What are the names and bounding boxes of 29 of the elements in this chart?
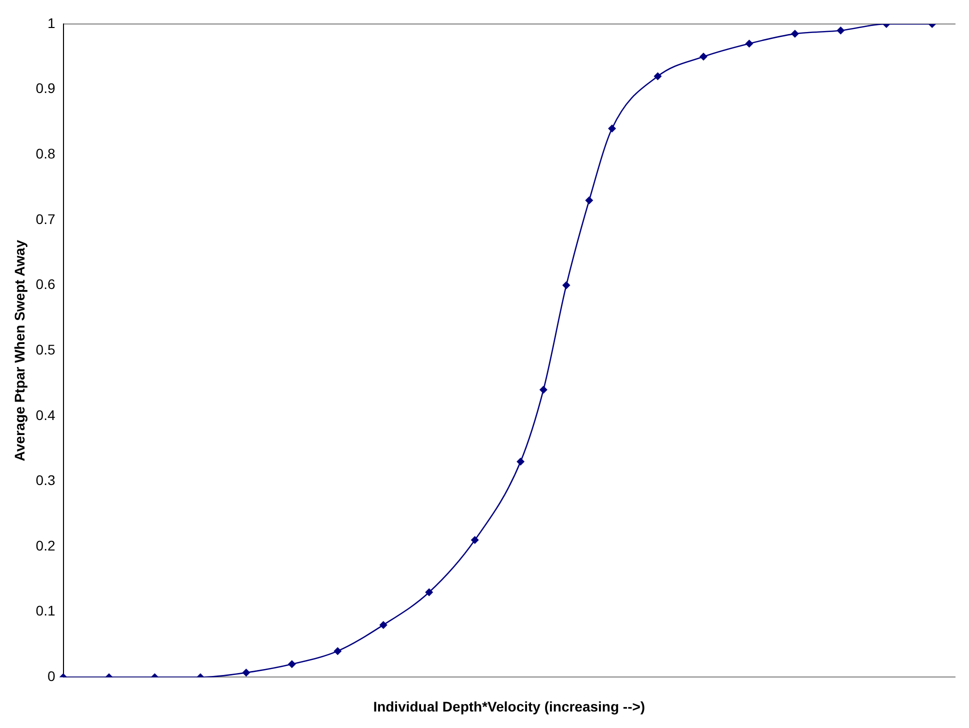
y-tick-label: 0.8 bbox=[36, 146, 56, 162]
y-tick-label: 0.3 bbox=[36, 472, 56, 488]
y-tick-label: 0.7 bbox=[36, 210, 56, 227]
x-axis-title: Individual Depth*Velocity (increasing -->) bbox=[373, 698, 646, 714]
point bbox=[470, 536, 479, 544]
y-tick-label: 1 bbox=[47, 14, 56, 31]
point bbox=[699, 52, 708, 61]
point bbox=[790, 30, 799, 38]
point bbox=[562, 281, 570, 290]
point bbox=[379, 620, 388, 629]
point bbox=[516, 458, 525, 466]
point bbox=[539, 386, 548, 394]
y-tick-label: 0.1 bbox=[36, 602, 56, 619]
point bbox=[608, 124, 616, 133]
y-tick-label: 0.9 bbox=[36, 80, 56, 96]
point bbox=[585, 196, 594, 204]
point bbox=[288, 660, 296, 668]
point bbox=[425, 588, 434, 596]
y-tick-label: 0.2 bbox=[36, 537, 56, 554]
y-tick-label: 0.5 bbox=[36, 341, 56, 358]
point bbox=[242, 668, 250, 677]
y-tick-label: 0 bbox=[47, 668, 56, 684]
point bbox=[334, 647, 342, 656]
point bbox=[745, 40, 754, 48]
point bbox=[836, 26, 845, 35]
y-tick-label: 0.6 bbox=[36, 276, 56, 292]
y-axis-title: Average Ptpar When Swept Away bbox=[11, 240, 28, 462]
point bbox=[654, 72, 662, 80]
y-tick-label: 0.4 bbox=[36, 406, 56, 423]
